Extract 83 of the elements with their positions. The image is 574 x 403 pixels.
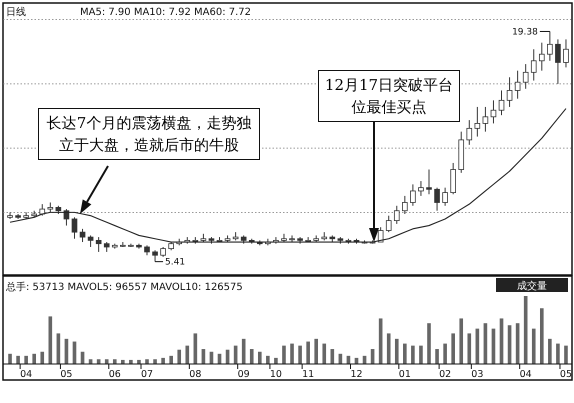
bar [476, 328, 480, 364]
bar [394, 338, 399, 364]
x-tick-label: 10 [270, 369, 282, 380]
x-tick-label: 11 [302, 369, 314, 380]
bar [185, 346, 190, 364]
bar [88, 359, 92, 364]
bar [411, 346, 415, 364]
bar [556, 344, 560, 364]
bar [32, 354, 36, 364]
bar [370, 349, 374, 364]
chart-subtitle: 成交量 [517, 280, 547, 292]
bar [419, 346, 423, 364]
bar [137, 360, 141, 364]
bar [218, 354, 222, 364]
x-tick-label: 07 [140, 369, 154, 380]
bar [314, 338, 318, 364]
annotation: 5.41 [165, 258, 186, 268]
annotation: 长达7个月的震荡横盘，走势独立于大盘，造就后市的牛股 [38, 108, 260, 160]
bar [564, 346, 568, 364]
bar [338, 354, 342, 364]
bar [548, 338, 552, 364]
x-tick-label: 12 [350, 369, 363, 380]
bar [258, 352, 262, 364]
bar [8, 354, 12, 364]
bar [250, 349, 254, 364]
bar [242, 338, 246, 364]
bar [112, 359, 117, 364]
bar [210, 352, 214, 364]
bar [354, 358, 358, 364]
x-tick-label: 04 [520, 369, 532, 380]
bar [427, 323, 431, 364]
bar [177, 350, 182, 364]
x-tick-label: 06 [108, 369, 121, 380]
bar [290, 344, 294, 364]
bar [508, 325, 512, 364]
bar [467, 333, 472, 364]
bar [298, 346, 302, 364]
x-tick-label: 08 [189, 369, 202, 380]
bar [330, 349, 334, 364]
annotation: 19.38 [512, 27, 538, 38]
bar [56, 333, 60, 364]
x-tick-label: 02 [439, 369, 452, 380]
bar [306, 342, 310, 364]
bar [322, 344, 326, 364]
x-tick-label: 05 [560, 369, 572, 380]
bar [484, 323, 488, 364]
bar [540, 308, 544, 364]
chart-title: 总手: 53713 MAVOL5: 96557 MAVOL10: 126575 [5, 281, 243, 293]
bar [403, 344, 407, 364]
x-tick-label: 01 [398, 369, 411, 380]
bar [524, 296, 528, 364]
bar [96, 359, 100, 364]
bar [202, 349, 206, 364]
x-tick-label: 09 [238, 369, 250, 380]
bar [451, 333, 455, 364]
bar [386, 333, 391, 364]
bar [80, 352, 84, 364]
bar [378, 318, 382, 364]
x-tick-label: 05 [60, 369, 72, 380]
chart-title: 日线 [6, 6, 26, 18]
bar [435, 349, 439, 364]
bar [72, 342, 76, 364]
annotation: 12月17日突破平台位最佳买点 [318, 70, 460, 122]
bar [516, 323, 520, 364]
bar [48, 316, 52, 364]
bar [104, 359, 109, 364]
bar [443, 344, 447, 364]
chart-subtitle: MA5: 7.90 MA10: 7.92 MA60: 7.72 [80, 7, 252, 18]
bar [532, 328, 536, 364]
bar [500, 318, 504, 364]
bar [492, 328, 496, 364]
bar [459, 318, 464, 364]
bar [64, 338, 68, 364]
x-tick-label: 04 [20, 369, 32, 380]
bar [362, 356, 366, 364]
bar [226, 350, 230, 364]
bar [153, 359, 157, 364]
bar [282, 346, 286, 364]
bar [194, 333, 198, 364]
bar [234, 346, 238, 364]
x-tick-label: 03 [471, 369, 484, 380]
bar [145, 359, 149, 364]
bar [40, 352, 44, 364]
